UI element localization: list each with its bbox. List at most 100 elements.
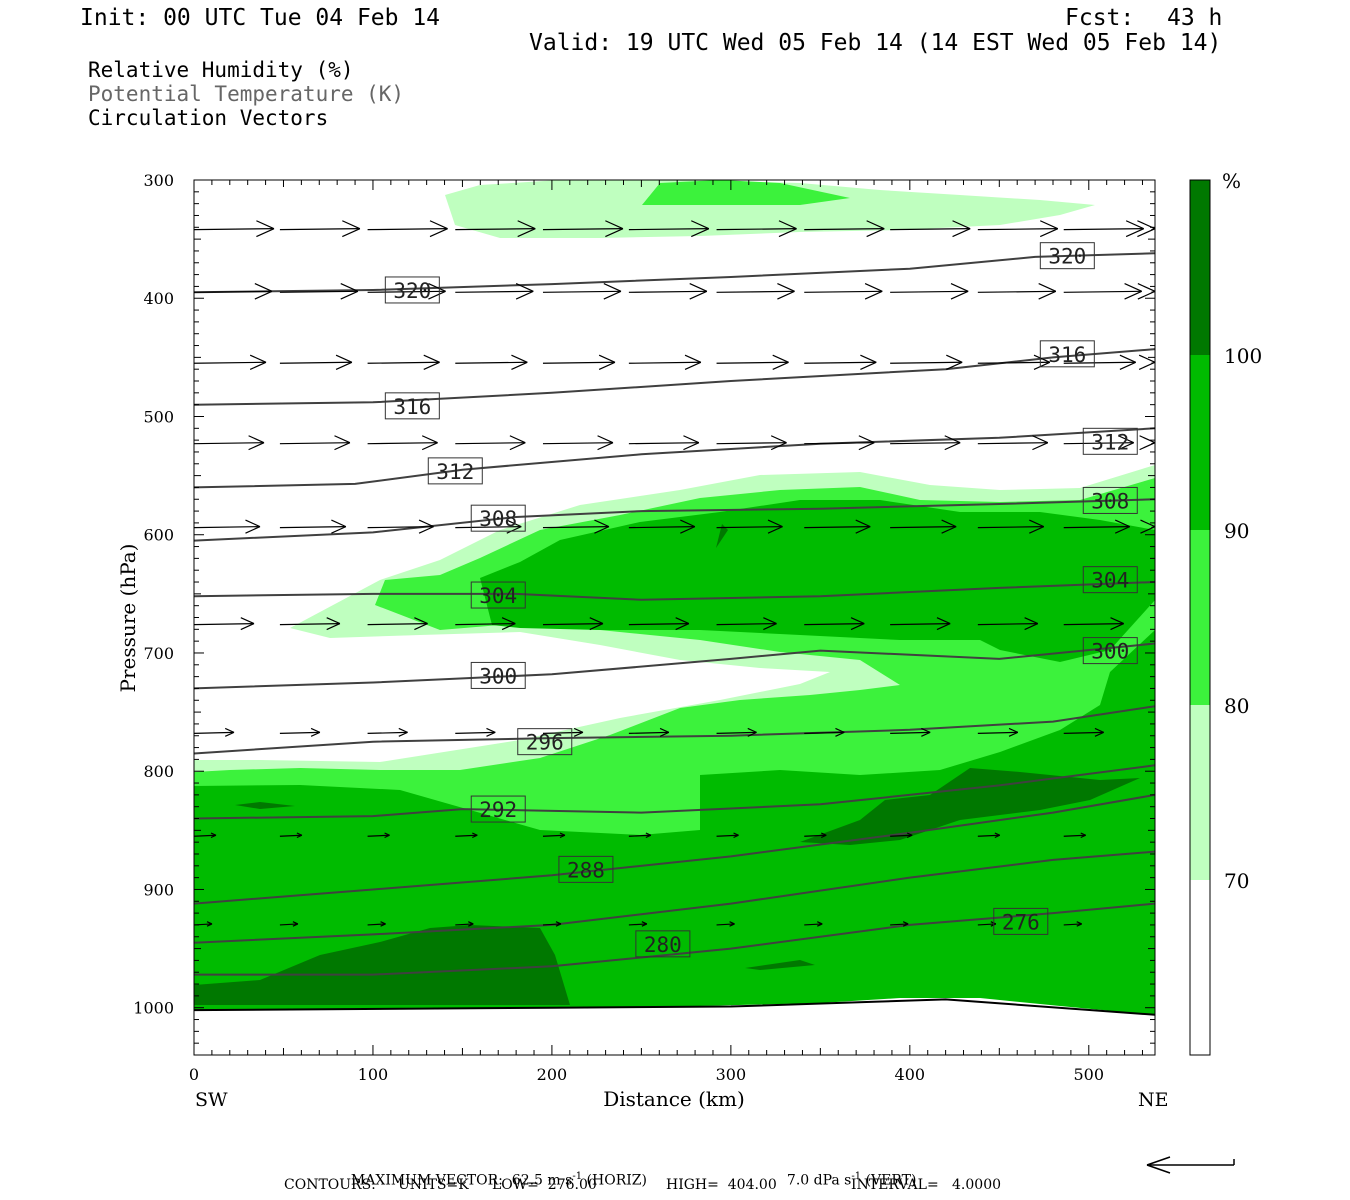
svg-text:300: 300: [1091, 640, 1129, 664]
svg-text:320: 320: [1048, 245, 1086, 269]
circulation-vector: [890, 354, 963, 370]
max-horiz-exponent: -1: [572, 1171, 583, 1182]
x-tick-label: 300: [716, 1065, 747, 1084]
circulation-vector: [628, 519, 696, 534]
circulation-vector: [977, 435, 1049, 451]
circulation-vector: [194, 727, 235, 737]
rh-100-region: [194, 925, 570, 1005]
reference-vector-arrow: [1146, 1156, 1235, 1174]
y-tick-label: 600: [143, 526, 174, 545]
circulation-vector: [716, 519, 783, 534]
svg-text:312: 312: [1091, 430, 1129, 454]
valid-time: Valid: 19 UTC Wed 05 Feb 14 (14 EST Wed …: [529, 30, 1222, 56]
circulation-vector: [977, 727, 1019, 737]
svg-text:304: 304: [1091, 569, 1129, 593]
circulation-vector: [1139, 435, 1155, 451]
circulation-vector: [890, 617, 951, 631]
circulation-vector: [628, 921, 648, 927]
theta-contour-line: [194, 427, 1155, 489]
x-axis-label: Distance (km): [603, 1087, 745, 1111]
svg-text:320: 320: [393, 279, 431, 303]
sw-label: SW: [195, 1089, 228, 1111]
contour-label-320: 320: [384, 276, 440, 304]
circulation-vector: [542, 617, 604, 631]
theta-contour-line: [194, 705, 1155, 755]
contour-label-280: 280: [635, 930, 691, 958]
circulation-vector: [542, 354, 616, 370]
circulation-vector: [194, 519, 261, 534]
circulation-vector: [542, 727, 584, 737]
circulation-vector: [1063, 435, 1134, 451]
svg-text:308: 308: [479, 507, 517, 531]
colorbar-band-70: [1190, 705, 1210, 880]
svg-text:316: 316: [1048, 343, 1086, 367]
svg-text:308: 308: [1091, 489, 1129, 513]
svg-text:312: 312: [436, 460, 474, 484]
circulation-vector: [542, 220, 624, 238]
circulation-vector: [1063, 354, 1136, 370]
circulation-vector: [455, 727, 496, 737]
circulation-vector: [1137, 283, 1155, 300]
circulation-vector: [1140, 519, 1155, 534]
y-tick-label: 800: [143, 762, 174, 781]
init-time: Init: 00 UTC Tue 04 Feb 14: [80, 5, 441, 31]
theta-contour-line: [194, 764, 1155, 820]
contour-label-308: 308: [1082, 486, 1138, 514]
circulation-vector: [367, 832, 390, 839]
circulation-vector: [628, 354, 702, 370]
circulation-vector: [1063, 727, 1104, 737]
circulation-vector: [542, 435, 614, 451]
contour-label-276: 276: [993, 907, 1049, 935]
circulation-vector: [977, 519, 1045, 534]
circulation-vector: [455, 519, 522, 534]
circulation-vector: [804, 283, 883, 300]
circulation-vector: [455, 617, 516, 631]
max-vert-value: 7.0 dPa s: [786, 1172, 852, 1189]
circulation-vector: [716, 617, 777, 631]
circulation-vector: [194, 617, 255, 631]
x-tick-label: 0: [189, 1065, 199, 1084]
circulation-vector: [804, 519, 871, 534]
rh-100-region: [800, 768, 1140, 845]
y-tick-label: 700: [143, 644, 174, 663]
circulation-vector: [804, 617, 865, 631]
circulation-vector: [804, 727, 845, 737]
circulation-vector: [890, 220, 971, 238]
circulation-vector: [367, 220, 448, 238]
circulation-vector: [628, 283, 708, 300]
theta-contour-labels: 3203203163163123123083083043043003002962…: [384, 242, 1138, 958]
circulation-vector: [279, 617, 341, 631]
rh-90-region: [480, 500, 1155, 662]
svg-text:280: 280: [644, 933, 682, 957]
x-tick-labels: 0 100 200 300 400 500: [189, 1065, 1104, 1084]
ne-label: NE: [1138, 1089, 1169, 1111]
colorbar-label-90: 90: [1224, 519, 1249, 543]
colorbar-band-below-70: [1190, 880, 1210, 1055]
circulation-vector: [279, 354, 353, 370]
y-tick-label: 500: [143, 407, 174, 426]
max-vector-line: MAXIMUM VECTOR: 62.5 m s-1 (HORIZ): [342, 1158, 647, 1188]
circulation-vector: [367, 519, 434, 534]
x-tick-label: 200: [537, 1065, 568, 1084]
circulation-vector: [367, 921, 386, 927]
x-tick-label: 400: [895, 1065, 926, 1084]
circulation-vector: [890, 921, 909, 927]
theta-contour-line: [194, 252, 1155, 294]
circulation-vector: [367, 435, 438, 451]
svg-text:316: 316: [393, 395, 431, 419]
svg-text:300: 300: [479, 664, 517, 688]
svg-text:296: 296: [526, 731, 564, 755]
contour-label-288: 288: [558, 855, 614, 883]
circulation-vector: [1063, 283, 1142, 300]
circulation-vector: [542, 832, 566, 839]
colorbar-unit: %: [1222, 169, 1241, 193]
circulation-vector: [1063, 832, 1086, 839]
y-tick-labels: 300 400 500 600 700 800 900 1000: [133, 171, 174, 1018]
circulation-vector: [890, 435, 961, 451]
below-ground-region: [194, 998, 1155, 1055]
circulation-vector: [977, 832, 1001, 839]
circulation-vector: [194, 832, 217, 839]
circulation-vector: [455, 435, 526, 451]
contour-label-296: 296: [517, 728, 573, 756]
contour-label-300: 300: [1082, 637, 1138, 665]
